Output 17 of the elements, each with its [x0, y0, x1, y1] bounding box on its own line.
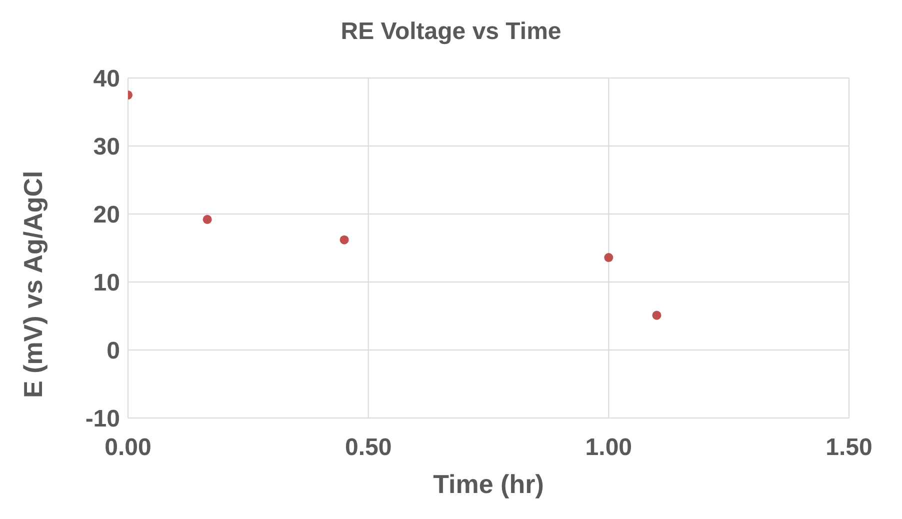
chart-title: RE Voltage vs Time	[340, 17, 562, 47]
y-tick-label: -10	[85, 406, 120, 433]
point	[604, 253, 614, 262]
x-tick-label: 1.50	[826, 434, 872, 462]
point	[202, 214, 212, 224]
point	[652, 310, 662, 320]
y-tick-label: 20	[93, 202, 120, 229]
point	[340, 235, 349, 244]
x-tick-label: 0.50	[344, 434, 392, 462]
x-tick-label: 1.00	[585, 434, 632, 462]
y-tick-label: 0	[106, 338, 120, 365]
y-tick-label: 10	[93, 270, 120, 297]
y-tick-label: 40	[93, 66, 120, 93]
y-axis-title: E (mV) vs Ag/AgCl	[18, 170, 48, 398]
x-tick-label: 0.00	[104, 434, 152, 462]
x-axis-title: Time (hr)	[433, 469, 544, 499]
y-tick-label: 30	[93, 134, 120, 161]
